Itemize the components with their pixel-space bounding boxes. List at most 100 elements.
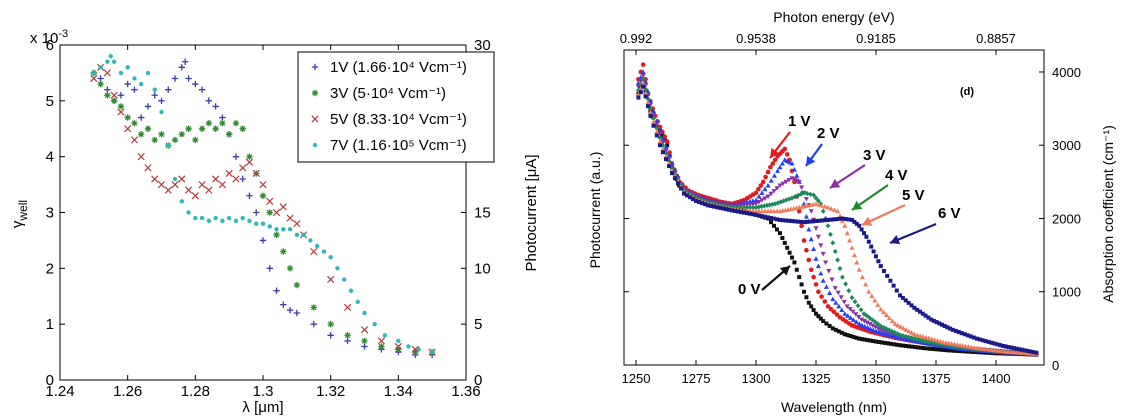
data-point [259, 192, 267, 199]
data-point [159, 109, 164, 115]
data-point [929, 340, 935, 346]
data-point [804, 247, 809, 253]
data-point [867, 315, 872, 321]
data-point [780, 181, 786, 187]
data-point [640, 73, 646, 79]
data-point [758, 183, 764, 188]
data-point [968, 334, 973, 339]
data-point [836, 329, 841, 334]
left-legend: 1V (1.66·10⁴ Vcm⁻¹) 3V (5·10⁴ Vcm⁻¹) 5V … [297, 51, 495, 163]
data-point [816, 198, 821, 204]
data-point [811, 219, 815, 224]
data-point [853, 312, 859, 317]
y-tick-label: 0 [46, 372, 54, 389]
data-point [1028, 349, 1033, 354]
data-point [806, 226, 812, 232]
data-point [198, 125, 206, 132]
data-point [294, 232, 300, 238]
data-point [657, 138, 663, 144]
data-point [859, 274, 865, 280]
data-point [886, 315, 892, 321]
data-point [831, 309, 837, 315]
data-point [666, 152, 672, 158]
data-point [860, 337, 864, 342]
data-point [97, 80, 104, 88]
data-point [151, 92, 158, 99]
data-point [327, 320, 334, 328]
arrow-head [830, 178, 841, 188]
data-point [919, 345, 923, 350]
data-point [232, 119, 240, 127]
data-point [903, 327, 909, 332]
panel-label: (d) [960, 86, 974, 98]
data-point [772, 157, 778, 163]
data-point [344, 332, 351, 339]
data-point [900, 333, 906, 339]
data-point [756, 186, 761, 192]
data-point [885, 331, 891, 337]
data-point [144, 103, 152, 110]
data-point [850, 317, 856, 322]
data-point [799, 223, 804, 229]
data-point [879, 330, 885, 335]
data-point [869, 293, 875, 299]
data-point [881, 309, 887, 315]
data-point [842, 311, 848, 316]
data-point [854, 335, 859, 340]
data-point [802, 220, 806, 225]
svg-text:γwell: γwell [9, 200, 30, 228]
data-point [640, 80, 646, 85]
data-point [328, 254, 333, 260]
data-point [832, 248, 838, 255]
data-point [171, 75, 179, 82]
data-point [883, 340, 887, 345]
arrow-head [852, 200, 863, 210]
data-point [932, 337, 938, 342]
data-point [709, 203, 713, 208]
data-point [697, 200, 701, 205]
data-point [239, 125, 246, 132]
data-point [131, 119, 138, 127]
data-point [768, 164, 773, 170]
data-point [124, 114, 131, 121]
data-point [959, 331, 964, 336]
data-point [654, 133, 659, 138]
data-point [808, 267, 814, 273]
data-point [185, 125, 192, 132]
data-point [198, 180, 206, 189]
data-point [922, 346, 926, 351]
y-tick-label: 1 [46, 316, 54, 333]
data-point [816, 289, 821, 295]
data-point [948, 326, 953, 331]
data-point [828, 231, 833, 237]
data-point [909, 303, 914, 308]
y2-tick-label: 15 [474, 205, 491, 222]
right-y-axis-label: Photocurrent (a.u.) [587, 152, 603, 269]
data-point [111, 59, 117, 64]
data-point [651, 108, 657, 114]
data-point [903, 298, 908, 303]
data-point [914, 332, 920, 338]
data-point [822, 299, 828, 304]
data-point [144, 125, 152, 132]
arrow-head [806, 155, 816, 166]
data-point [151, 175, 159, 183]
data-point [842, 223, 848, 228]
data-point [799, 219, 803, 224]
data-point [124, 125, 132, 133]
data-point [925, 346, 929, 351]
data-point [828, 306, 834, 312]
data-point [748, 211, 752, 216]
data-point [787, 250, 792, 255]
data-point [774, 186, 780, 191]
data-point [838, 295, 844, 300]
data-point [760, 214, 764, 219]
data-point [691, 197, 695, 202]
right-y-ticks [624, 144, 629, 293]
data-point [986, 339, 991, 344]
data-point [117, 108, 125, 116]
data-point [395, 346, 402, 353]
data-point [819, 294, 824, 299]
data-point [638, 90, 643, 95]
data-point [839, 330, 844, 335]
